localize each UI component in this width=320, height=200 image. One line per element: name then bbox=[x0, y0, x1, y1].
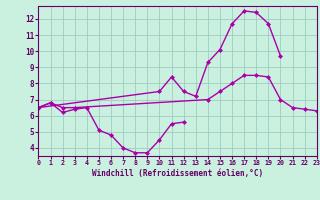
X-axis label: Windchill (Refroidissement éolien,°C): Windchill (Refroidissement éolien,°C) bbox=[92, 169, 263, 178]
